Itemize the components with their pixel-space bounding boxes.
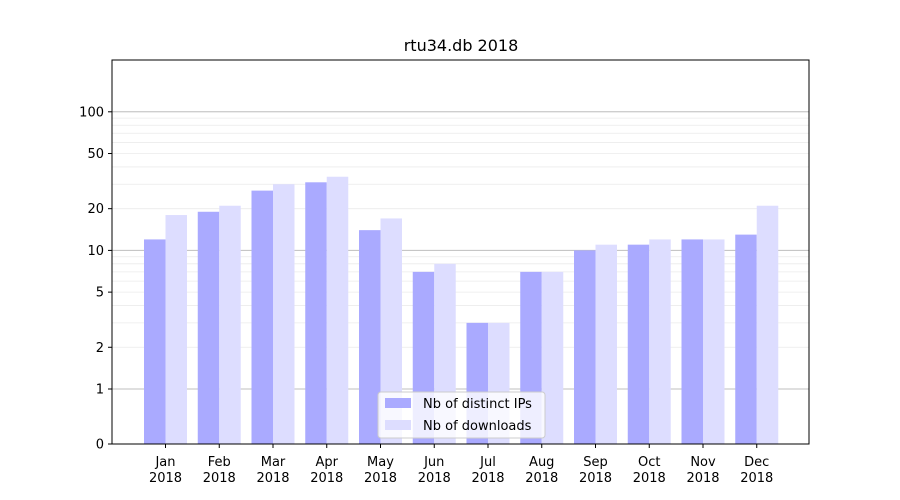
bar-distinct-ips <box>627 244 650 444</box>
bar-distinct-ips <box>305 182 327 444</box>
y-tick-label: 50 <box>87 147 104 162</box>
bar-downloads <box>219 205 241 444</box>
bar-downloads <box>165 215 187 444</box>
y-tick-label: 1 <box>96 383 104 398</box>
y-tick-label: 5 <box>96 286 104 301</box>
chart-title: rtu34.db 2018 <box>404 36 519 55</box>
bar-distinct-ips <box>735 234 757 444</box>
y-axis: 0 1 2 5 10 20 50 100 <box>79 105 112 453</box>
x-tick-label: Feb 2018 <box>203 455 236 486</box>
bar-distinct-ips <box>359 230 381 444</box>
legend-swatch <box>385 398 411 408</box>
x-tick-label: Jan 2018 <box>149 455 182 486</box>
x-tick-label: Mar 2018 <box>256 455 289 486</box>
bar-distinct-ips <box>251 190 273 444</box>
x-tick-label: Sep 2018 <box>579 455 612 486</box>
x-axis: Jan 2018 Feb 2018 Mar 2018 Apr 2018 May 2018 Jun 20… <box>149 444 773 486</box>
y-tick-label: 20 <box>87 202 104 217</box>
plot-frame <box>111 59 810 445</box>
legend-label: Nb of downloads <box>423 419 532 434</box>
bar-downloads <box>595 244 617 444</box>
bar-downloads <box>326 176 349 445</box>
legend: Nb of distinct IPs Nb of downloads <box>377 391 546 439</box>
bar-distinct-ips <box>197 211 220 444</box>
x-tick-label: May 2018 <box>364 455 397 486</box>
x-tick-label: Jun 2018 <box>418 455 451 486</box>
legend-swatch <box>385 420 411 430</box>
x-tick-label: Nov 2018 <box>686 455 719 486</box>
bar-downloads <box>649 239 671 444</box>
bar-distinct-ips <box>144 239 166 444</box>
y-tick-label: 0 <box>96 438 104 453</box>
bar-downloads <box>756 205 779 444</box>
bar-distinct-ips <box>574 250 596 444</box>
bar-downloads <box>703 239 725 444</box>
legend-label: Nb of distinct IPs <box>423 397 532 412</box>
x-tick-label: Aug 2018 <box>525 455 558 486</box>
bar-downloads <box>380 218 402 444</box>
x-tick-label: Jul 2018 <box>471 455 504 486</box>
bar-downloads <box>273 184 295 444</box>
legend-box <box>377 391 546 439</box>
bar-downloads <box>541 271 564 444</box>
y-tick-label: 2 <box>96 341 104 356</box>
x-tick-label: Apr 2018 <box>310 455 343 486</box>
y-tick-label: 10 <box>87 244 104 259</box>
y-tick-label: 100 <box>79 105 104 120</box>
x-tick-label: Oct 2018 <box>633 455 666 486</box>
x-tick-label: Dec 2018 <box>740 455 773 486</box>
bar-distinct-ips <box>681 239 703 444</box>
